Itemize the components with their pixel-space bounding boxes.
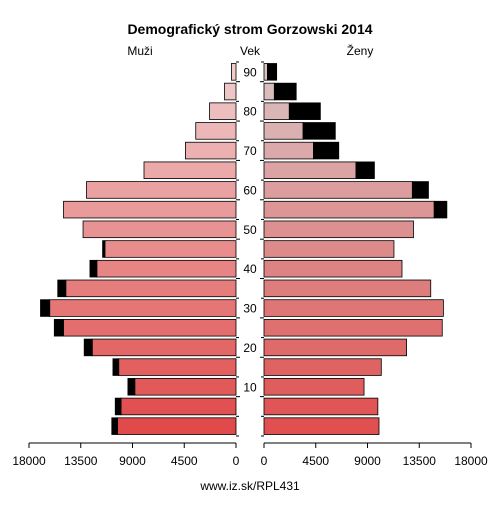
female-bar-80-84 xyxy=(263,102,290,120)
female-x-tick-label: 4500 xyxy=(302,454,329,468)
male-bar-5-9 xyxy=(120,397,237,416)
male-surplus-bar-10-14 xyxy=(127,378,136,396)
male-surplus-bar-40-44 xyxy=(89,259,98,278)
female-surplus-bar-60-64 xyxy=(411,181,429,199)
male-bar-40-44 xyxy=(96,259,237,278)
female-surplus-bar-80-84 xyxy=(288,102,321,120)
male-bar-80-84 xyxy=(209,102,237,120)
female-bar-75-79 xyxy=(263,122,304,140)
female-x-tick-label: 18000 xyxy=(454,454,488,468)
male-bar-45-49 xyxy=(104,240,237,258)
female-surplus-bar-55-59 xyxy=(433,200,448,219)
male-surplus-bar-5-9 xyxy=(114,397,122,416)
chart-title: Demografický strom Gorzowski 2014 xyxy=(127,21,372,37)
female-bar-85-89 xyxy=(263,82,275,101)
male-x-tick-label: 0 xyxy=(233,454,240,468)
female-bar-40-44 xyxy=(263,259,403,278)
male-x-tick-label: 13500 xyxy=(64,454,98,468)
male-surplus-bar-45-49 xyxy=(102,240,106,258)
male-x-tick-label: 4500 xyxy=(171,454,198,468)
female-x-tick-label: 0 xyxy=(261,454,268,468)
male-bar-90+ xyxy=(230,63,237,81)
male-bar-30-34 xyxy=(49,299,237,317)
source-label: www.iz.sk/RPL431 xyxy=(199,479,300,493)
age-tick-label: 40 xyxy=(243,262,257,276)
female-bar-30-34 xyxy=(263,299,444,317)
male-bar-0-4 xyxy=(117,417,237,435)
male-bar-65-69 xyxy=(143,161,237,180)
female-bar-50-54 xyxy=(263,220,414,239)
male-surplus-bar-15-19 xyxy=(112,358,120,376)
bars-layer xyxy=(40,63,448,435)
female-x-tick-label: 13500 xyxy=(403,454,437,468)
male-bar-60-64 xyxy=(86,181,237,199)
female-bar-5-9 xyxy=(263,397,379,416)
male-surplus-bar-30-34 xyxy=(40,299,51,317)
female-surplus-bar-90+ xyxy=(267,63,278,81)
male-bar-85-89 xyxy=(224,82,237,101)
age-tick-label: 90 xyxy=(243,65,257,79)
age-tick-label: 50 xyxy=(243,223,257,237)
male-surplus-bar-20-24 xyxy=(83,338,93,357)
male-bar-50-54 xyxy=(82,220,237,239)
male-label: Muži xyxy=(127,44,152,58)
female-bar-10-14 xyxy=(263,378,365,396)
female-label: Ženy xyxy=(347,43,374,58)
male-surplus-bar-0-4 xyxy=(111,417,118,435)
female-surplus-bar-70-74 xyxy=(313,141,340,160)
age-tick-label: 60 xyxy=(243,183,257,197)
male-x-tick-label: 18000 xyxy=(12,454,46,468)
age-tick-label: 30 xyxy=(243,302,257,316)
female-bar-25-29 xyxy=(263,318,443,337)
age-tick-label: 20 xyxy=(243,341,257,355)
male-bar-75-79 xyxy=(195,122,237,140)
female-bar-45-49 xyxy=(263,240,395,258)
female-surplus-bar-85-89 xyxy=(273,82,297,101)
male-surplus-bar-25-29 xyxy=(53,318,64,337)
axes-layer: 10 20 30 40 50 60 70 80 90 18000 13500 9000 4500 0 0 45… xyxy=(12,61,488,468)
male-bar-10-14 xyxy=(134,378,237,396)
female-bar-60-64 xyxy=(263,181,413,199)
female-bar-90+ xyxy=(263,63,268,81)
male-bar-20-24 xyxy=(91,338,237,357)
female-surplus-bar-75-79 xyxy=(302,122,336,140)
age-tick-label: 10 xyxy=(243,380,257,394)
female-surplus-bar-65-69 xyxy=(355,161,375,180)
female-bar-20-24 xyxy=(263,338,408,357)
female-bar-15-19 xyxy=(263,358,382,376)
male-x-tick-label: 9000 xyxy=(119,454,146,468)
male-bar-55-59 xyxy=(63,200,237,219)
male-bar-70-74 xyxy=(184,141,237,160)
female-bar-65-69 xyxy=(263,161,357,180)
age-axis-label: Vek xyxy=(240,44,261,58)
male-bar-35-39 xyxy=(65,279,237,298)
male-bar-15-19 xyxy=(118,358,237,376)
female-bar-0-4 xyxy=(263,417,380,435)
age-tick-label: 70 xyxy=(243,144,257,158)
male-bar-25-29 xyxy=(63,318,237,337)
female-x-tick-label: 9000 xyxy=(354,454,381,468)
male-surplus-bar-35-39 xyxy=(57,279,67,298)
female-bar-70-74 xyxy=(263,141,314,160)
female-bar-55-59 xyxy=(263,200,435,219)
female-bar-35-39 xyxy=(263,279,432,298)
age-tick-label: 80 xyxy=(243,105,257,119)
